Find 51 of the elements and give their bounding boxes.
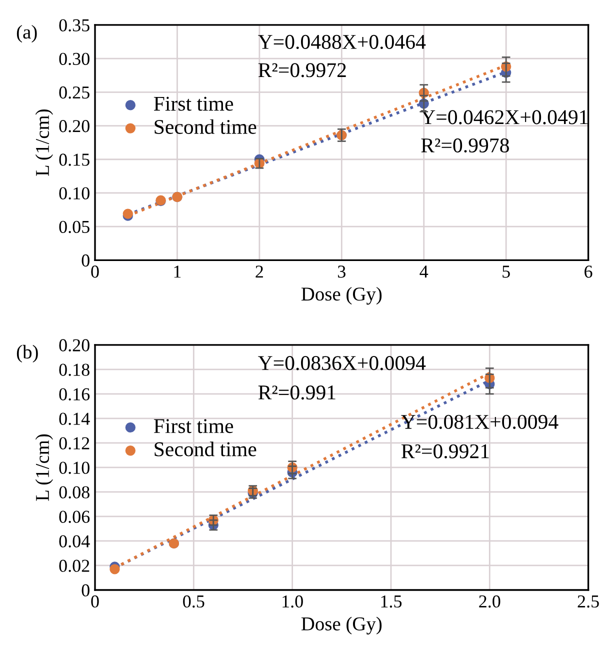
point — [110, 564, 120, 574]
y-tick-label: 0.25 — [59, 86, 90, 99]
y-tick-label: 0.02 — [59, 560, 90, 572]
y-tick-label: 0 — [82, 254, 90, 267]
y-tick-label: 0.20 — [59, 120, 90, 132]
x-tick-label: 2.5 — [578, 595, 599, 608]
y-tick-label: 0.16 — [59, 388, 90, 400]
legend-label: Second time — [154, 119, 256, 134]
x-tick-label: 0.5 — [183, 595, 204, 608]
x-tick-label: 2 — [256, 266, 263, 278]
legend-label: First time — [154, 96, 234, 111]
x-tick-label: 3 — [338, 266, 346, 278]
annotation: Y=0.0836X+0.0094 — [258, 356, 426, 370]
x-tick-label: 1.5 — [381, 595, 402, 608]
y-tick-label: 0.10 — [59, 462, 90, 474]
y-tick-label: 0.04 — [59, 535, 90, 548]
x-tick-label: 5 — [502, 266, 510, 278]
y-tick-label: 0.05 — [59, 220, 90, 234]
text: (b) — [16, 344, 38, 363]
x-axis-title: Dose (Gy) — [301, 286, 382, 305]
y-tick-label: 0.15 — [59, 154, 90, 166]
y-tick-label: 0.35 — [59, 19, 90, 32]
annotation: Y=0.0488X+0.0464 — [258, 34, 426, 50]
y-tick-label: 0.10 — [59, 187, 90, 200]
annotation: R²=0.9978 — [421, 138, 509, 153]
x-tick-label: 1 — [174, 266, 181, 278]
x-tick-label: 0 — [91, 266, 99, 278]
y-tick-label: 0.12 — [59, 437, 90, 450]
text: (a) — [16, 24, 37, 43]
x-axis-title: Dose (Gy) — [301, 616, 382, 634]
y-tick-label: 0.30 — [59, 52, 90, 66]
x-tick-label: 2.0 — [479, 595, 500, 608]
y-tick-label: 0.14 — [59, 412, 90, 425]
legend-label: First time — [154, 419, 234, 434]
y-tick-label: 0.20 — [59, 339, 90, 352]
annotation: R²=0.991 — [258, 385, 336, 400]
x-tick-label: 1.0 — [282, 595, 303, 608]
annotation: Y=0.081X+0.0094 — [401, 414, 558, 430]
annotation: R²=0.9921 — [401, 444, 489, 458]
y-tick-label: 0.06 — [59, 510, 90, 523]
y-tick-label: 0.08 — [59, 486, 90, 498]
y-axis-title: L (1/cm) — [35, 434, 53, 501]
legend-label: Second time — [154, 442, 256, 456]
x-tick-label: 0 — [91, 595, 99, 608]
y-tick-label: 0.18 — [59, 364, 90, 376]
annotation: R²=0.9972 — [258, 63, 346, 78]
y-axis-title: L (1/cm) — [35, 110, 53, 176]
y-tick-label: 0 — [82, 584, 90, 596]
x-tick-label: 6 — [584, 266, 592, 278]
annotation: Y=0.0462X+0.0491 — [420, 110, 588, 124]
x-tick-label: 4 — [420, 266, 428, 278]
